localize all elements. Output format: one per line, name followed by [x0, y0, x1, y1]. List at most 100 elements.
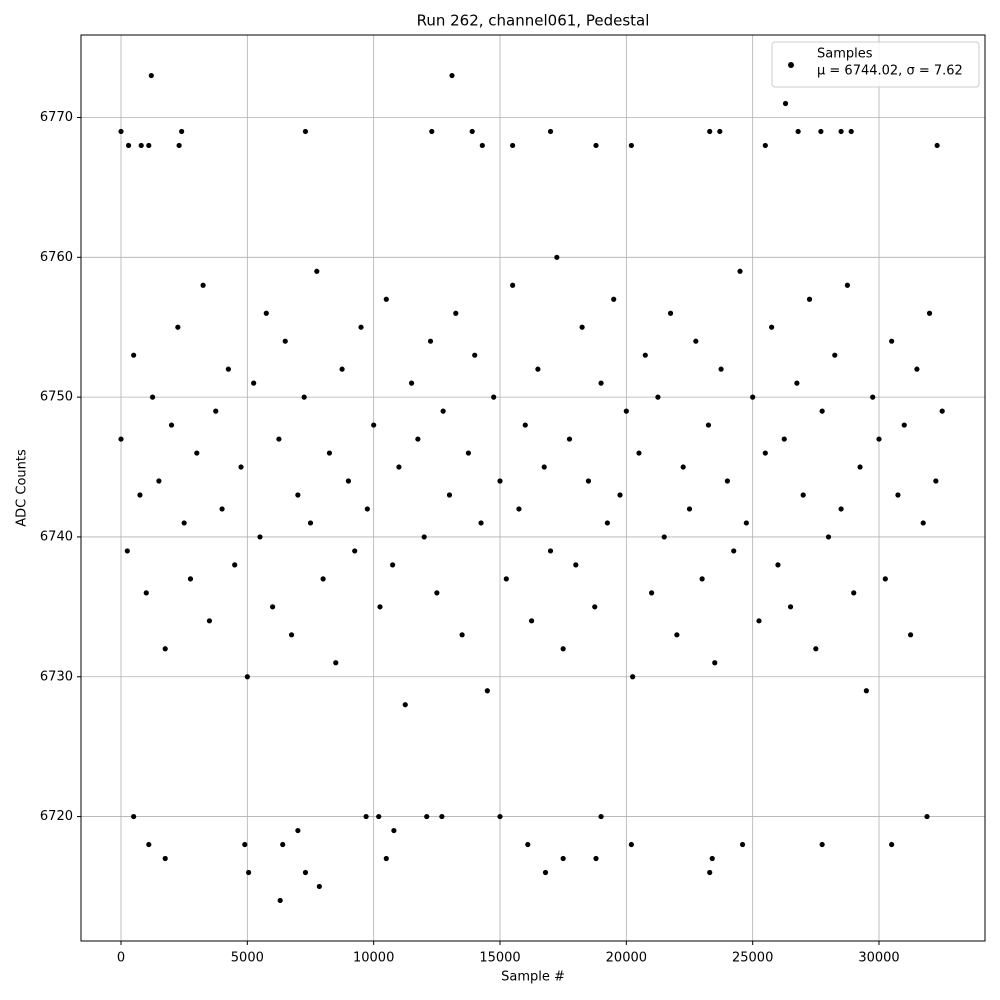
point	[731, 548, 737, 554]
point	[838, 506, 844, 512]
point	[225, 366, 231, 372]
point	[326, 450, 333, 456]
point	[542, 869, 549, 876]
point	[149, 394, 156, 400]
point	[162, 646, 168, 652]
point	[181, 520, 187, 526]
point	[288, 632, 295, 638]
point	[427, 338, 434, 344]
point	[402, 702, 408, 708]
point	[762, 142, 768, 149]
point	[781, 436, 787, 442]
point	[592, 604, 598, 610]
point	[680, 464, 686, 470]
point	[819, 841, 825, 848]
point	[769, 324, 775, 330]
point	[137, 492, 143, 498]
x-axis-label: Sample #	[501, 970, 565, 985]
point	[585, 478, 592, 484]
point	[642, 352, 648, 358]
point	[497, 813, 503, 820]
point	[345, 478, 351, 484]
point	[661, 534, 667, 540]
point	[415, 436, 421, 442]
point	[707, 128, 713, 135]
point	[895, 492, 901, 498]
point	[213, 408, 219, 414]
point	[800, 492, 806, 498]
point	[598, 380, 604, 386]
point	[162, 855, 168, 862]
point	[429, 128, 435, 135]
point	[339, 366, 345, 372]
point	[628, 142, 634, 149]
point	[926, 310, 933, 316]
point	[636, 450, 642, 456]
point	[424, 813, 430, 820]
point	[541, 464, 547, 470]
point	[889, 841, 895, 848]
point	[623, 408, 629, 414]
point	[818, 128, 824, 135]
point	[819, 408, 825, 414]
point	[377, 604, 383, 610]
point	[206, 618, 213, 624]
point	[242, 841, 248, 848]
point	[739, 841, 746, 848]
point	[376, 813, 382, 820]
x-tick-label: 30000	[858, 951, 899, 966]
point	[795, 128, 801, 135]
point	[396, 464, 402, 470]
point	[717, 128, 723, 135]
point	[535, 366, 541, 372]
point	[320, 576, 326, 582]
point	[276, 436, 282, 442]
point	[269, 604, 276, 610]
point	[251, 380, 257, 386]
x-tick-label: 20000	[606, 951, 647, 966]
point	[232, 562, 238, 568]
point	[465, 450, 472, 456]
legend-box	[771, 41, 980, 88]
point	[718, 366, 724, 372]
point	[709, 855, 715, 862]
point	[560, 646, 566, 652]
point	[762, 450, 768, 456]
point	[750, 394, 756, 400]
point	[630, 674, 636, 680]
point	[434, 590, 440, 596]
point	[491, 394, 497, 400]
point	[939, 408, 945, 414]
point	[528, 618, 535, 624]
point	[363, 813, 369, 820]
point	[187, 576, 194, 582]
point	[146, 142, 152, 149]
point	[175, 324, 181, 330]
point	[510, 142, 516, 149]
point	[876, 436, 882, 442]
point	[280, 841, 286, 848]
point	[870, 394, 876, 400]
y-tick-label: 6760	[40, 250, 73, 265]
point	[497, 478, 503, 484]
point	[525, 841, 531, 848]
point	[503, 576, 509, 582]
point	[699, 576, 705, 582]
point	[179, 128, 185, 135]
point	[364, 506, 370, 512]
point	[554, 254, 560, 260]
point	[889, 338, 895, 344]
point	[573, 562, 579, 568]
point	[391, 827, 397, 834]
y-tick-label: 6730	[40, 669, 73, 684]
point	[775, 562, 781, 568]
point	[604, 520, 610, 526]
point	[358, 324, 364, 330]
point	[848, 128, 854, 135]
y-tick-label: 6750	[40, 390, 73, 405]
point	[901, 422, 907, 428]
point	[825, 534, 832, 540]
point	[194, 450, 200, 456]
point	[440, 408, 446, 414]
